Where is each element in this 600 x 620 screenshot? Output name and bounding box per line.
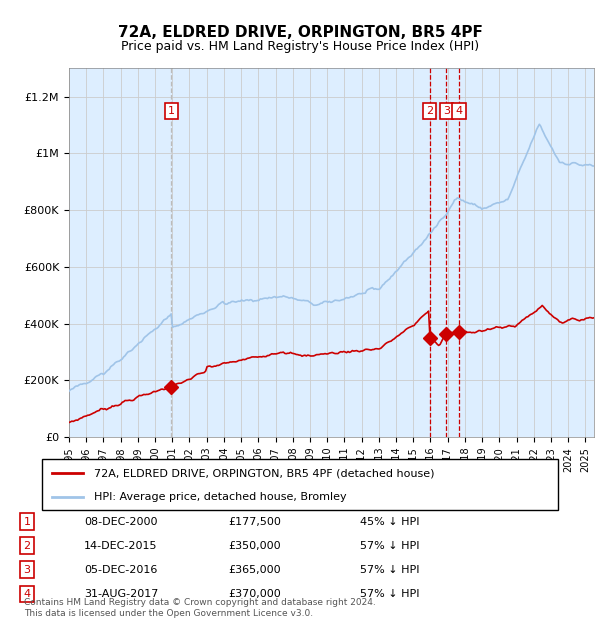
Text: 4: 4 <box>23 589 31 599</box>
Text: 2: 2 <box>23 541 31 551</box>
Text: 1: 1 <box>23 516 31 527</box>
Text: 3: 3 <box>23 565 31 575</box>
Text: 57% ↓ HPI: 57% ↓ HPI <box>360 565 419 575</box>
Text: 57% ↓ HPI: 57% ↓ HPI <box>360 589 419 599</box>
Text: 1: 1 <box>168 106 175 116</box>
Text: HPI: Average price, detached house, Bromley: HPI: Average price, detached house, Brom… <box>94 492 346 502</box>
Text: £365,000: £365,000 <box>228 565 281 575</box>
Text: 31-AUG-2017: 31-AUG-2017 <box>84 589 158 599</box>
Text: 3: 3 <box>443 106 450 116</box>
Text: 14-DEC-2015: 14-DEC-2015 <box>84 541 157 551</box>
FancyBboxPatch shape <box>42 459 558 510</box>
Text: £370,000: £370,000 <box>228 589 281 599</box>
Text: 08-DEC-2000: 08-DEC-2000 <box>84 516 157 527</box>
Text: Price paid vs. HM Land Registry's House Price Index (HPI): Price paid vs. HM Land Registry's House … <box>121 40 479 53</box>
Text: £177,500: £177,500 <box>228 516 281 527</box>
Text: £350,000: £350,000 <box>228 541 281 551</box>
Text: 57% ↓ HPI: 57% ↓ HPI <box>360 541 419 551</box>
Text: 45% ↓ HPI: 45% ↓ HPI <box>360 516 419 527</box>
Text: 4: 4 <box>455 106 463 116</box>
Text: Contains HM Land Registry data © Crown copyright and database right 2024.
This d: Contains HM Land Registry data © Crown c… <box>24 598 376 618</box>
Text: 72A, ELDRED DRIVE, ORPINGTON, BR5 4PF: 72A, ELDRED DRIVE, ORPINGTON, BR5 4PF <box>118 25 482 40</box>
Text: 2: 2 <box>426 106 433 116</box>
Text: 72A, ELDRED DRIVE, ORPINGTON, BR5 4PF (detached house): 72A, ELDRED DRIVE, ORPINGTON, BR5 4PF (d… <box>94 468 434 478</box>
Text: 05-DEC-2016: 05-DEC-2016 <box>84 565 157 575</box>
